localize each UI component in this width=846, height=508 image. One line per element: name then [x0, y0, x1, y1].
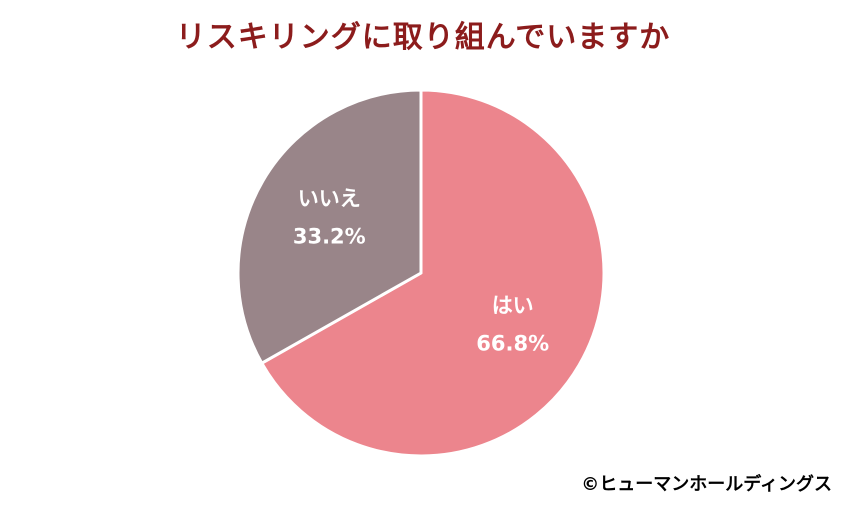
- slice-category-label-1: いいえ: [298, 187, 361, 211]
- pie-slices: [236, 88, 606, 458]
- chart-title: リスキリングに取り組んでいますか: [175, 20, 671, 55]
- slice-category-label-0: はい: [492, 294, 534, 318]
- pie-labels: はい 66.8% いいえ 33.2%: [293, 187, 549, 356]
- pie-slice-0: [260, 88, 606, 458]
- slice-value-label-1: 33.2%: [293, 225, 366, 249]
- copyright-credit: ©ヒューマンホールディングス: [581, 474, 832, 495]
- slice-value-label-0: 66.8%: [476, 332, 549, 356]
- pie-slice-1: [236, 88, 423, 365]
